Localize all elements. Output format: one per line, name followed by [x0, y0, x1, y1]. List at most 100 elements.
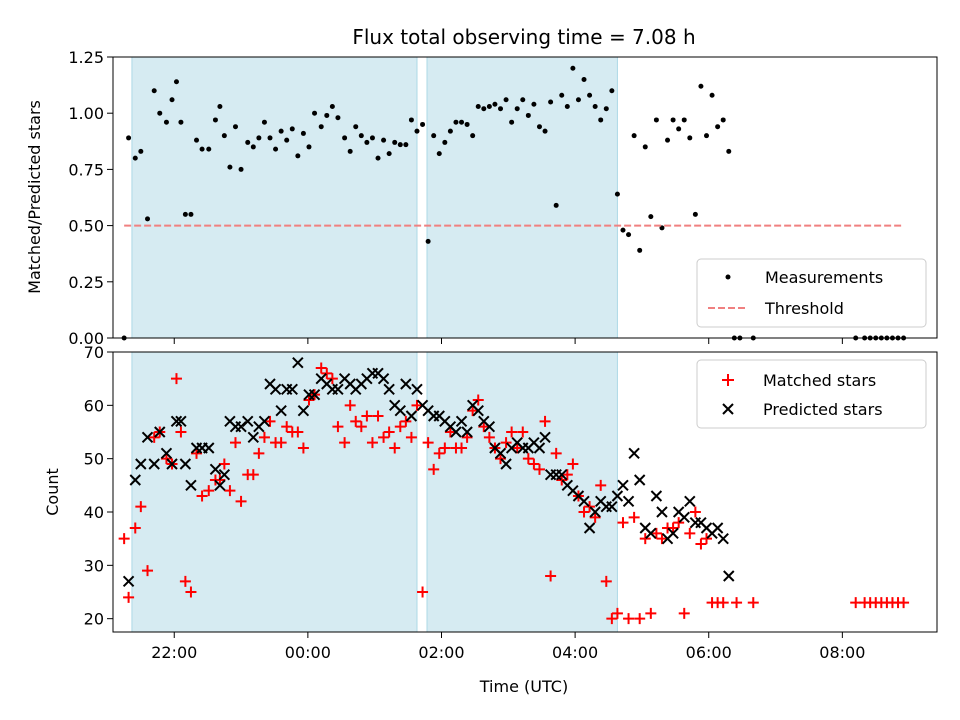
data-point — [185, 479, 197, 492]
data-point — [321, 367, 333, 379]
data-point — [494, 447, 507, 460]
data-point — [178, 119, 184, 125]
data-point — [559, 92, 565, 98]
data-point — [665, 137, 671, 143]
y-tick-label: 0.25 — [68, 273, 104, 292]
data-point — [284, 137, 290, 143]
data-point — [286, 383, 298, 396]
data-point — [264, 415, 276, 427]
data-point — [583, 522, 596, 534]
data-point — [656, 533, 668, 545]
data-point — [678, 607, 690, 619]
data-point — [408, 117, 414, 123]
data-point — [456, 442, 468, 454]
legend-label-threshold: Threshold — [764, 299, 844, 318]
data-point — [678, 511, 690, 524]
bottom-marks — [118, 356, 910, 625]
data-point — [611, 490, 624, 502]
data-point — [188, 211, 194, 217]
data-point — [292, 356, 304, 369]
data-point — [247, 469, 259, 481]
data-point — [129, 474, 141, 486]
data-point — [511, 442, 523, 454]
data-point — [481, 106, 487, 112]
data-point — [306, 144, 312, 150]
data-point — [617, 517, 629, 529]
data-point — [447, 128, 453, 134]
data-point — [464, 121, 470, 127]
top-axes-frame — [112, 56, 938, 339]
series-measurements — [121, 65, 907, 341]
data-point — [461, 431, 473, 443]
data-point — [403, 142, 409, 148]
data-point — [509, 119, 515, 125]
top-x-ticks — [173, 338, 843, 344]
data-point — [533, 442, 546, 454]
data-point — [667, 527, 679, 540]
data-point — [389, 442, 401, 454]
data-point — [369, 135, 375, 141]
data-point — [126, 135, 132, 141]
data-point — [185, 586, 197, 598]
data-point — [417, 586, 429, 598]
y-tick-label: 0.00 — [68, 329, 104, 348]
data-point — [414, 128, 420, 134]
top-shaded-intervals — [131, 56, 618, 339]
data-point — [567, 458, 579, 470]
series-matched-stars — [118, 362, 910, 625]
data-point — [182, 211, 188, 217]
data-point — [500, 458, 512, 470]
data-point — [589, 511, 601, 523]
chart-title: Flux total observing time = 7.08 h — [352, 25, 695, 49]
data-point — [731, 597, 743, 609]
legend-label-measurements: Measurements — [765, 268, 883, 287]
data-point — [611, 607, 623, 619]
data-point — [620, 227, 626, 233]
shaded-interval-1 — [131, 56, 418, 339]
data-point — [692, 211, 698, 217]
data-point — [218, 468, 231, 481]
data-point — [442, 139, 448, 145]
top-y-axis-label: Matched/Predicted stars — [25, 100, 44, 294]
data-point — [539, 431, 551, 444]
data-point — [281, 421, 293, 433]
data-point — [196, 490, 208, 502]
data-point — [687, 135, 693, 141]
data-point — [392, 139, 398, 145]
data-point — [209, 463, 222, 476]
data-point — [332, 421, 344, 433]
data-point — [175, 426, 187, 438]
data-point — [242, 415, 254, 428]
data-point — [467, 405, 479, 417]
data-point — [411, 383, 423, 396]
data-point — [148, 431, 160, 443]
y-tick-label: 1.25 — [68, 48, 104, 67]
data-point — [269, 383, 282, 396]
data-point — [656, 506, 668, 518]
data-point — [364, 139, 370, 145]
data-point — [335, 115, 341, 121]
data-point — [342, 135, 348, 141]
data-point — [383, 426, 395, 438]
data-point — [450, 426, 462, 438]
data-point — [157, 110, 163, 116]
data-point — [628, 447, 640, 460]
top-legend: Measurements Threshold — [696, 258, 927, 328]
data-point — [175, 415, 187, 428]
data-point — [420, 121, 426, 127]
data-point — [179, 458, 192, 470]
data-point — [344, 399, 356, 411]
data-point — [542, 128, 548, 134]
y-tick-label: 0.50 — [68, 217, 104, 236]
data-point — [681, 117, 687, 123]
data-point — [372, 410, 384, 422]
data-point — [525, 112, 531, 118]
data-point — [609, 88, 615, 94]
data-point — [650, 490, 663, 502]
data-point — [431, 133, 437, 139]
x-tick-label: 06:00 — [686, 643, 732, 662]
data-point — [160, 453, 172, 465]
data-point — [545, 570, 557, 582]
y-tick-label: 40 — [84, 503, 104, 522]
data-point — [250, 144, 256, 150]
